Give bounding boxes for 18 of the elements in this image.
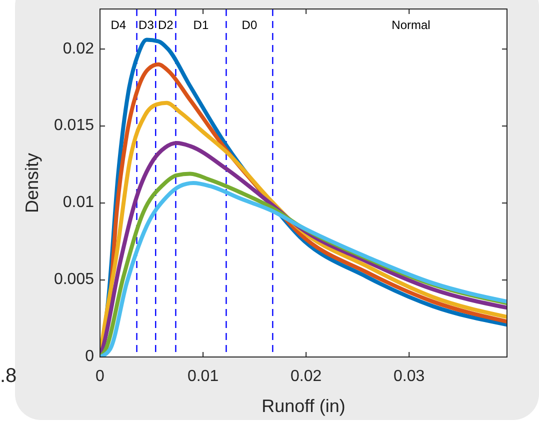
annotation: D3	[138, 18, 154, 32]
annotation: Normal	[392, 18, 430, 32]
x-axis-title: Runoff (in)	[262, 396, 346, 416]
x-tick-label: 0.03	[394, 368, 425, 385]
x-tick-label: 0	[96, 368, 105, 385]
annotation: D2	[158, 18, 174, 32]
y-tick-label: 0.005	[54, 271, 94, 288]
y-tick-label: 0	[85, 348, 94, 366]
annotation: D1	[193, 18, 209, 32]
x-tick-label: 0.01	[187, 368, 219, 385]
annotation: D4	[110, 18, 126, 32]
y-axis-title: Density	[22, 152, 42, 214]
x-tick-label: 0.02	[290, 368, 322, 385]
text: .8	[0, 365, 17, 387]
y-tick-label: 0.015	[54, 117, 94, 134]
y-tick-label: 0.02	[62, 40, 94, 58]
annotation: D0	[242, 18, 258, 32]
y-tick-label: 0.01	[62, 194, 94, 212]
